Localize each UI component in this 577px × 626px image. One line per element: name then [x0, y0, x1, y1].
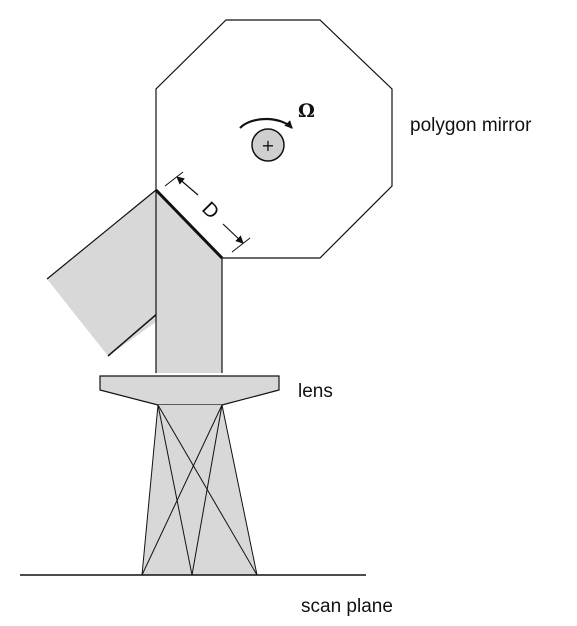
d-arrow-lower: [222, 223, 244, 244]
d-arrow-upper: [176, 176, 199, 196]
polygon-mirror-octagon: [155, 19, 393, 259]
hub-plus-symbol: +: [261, 136, 274, 155]
lens: [99, 375, 280, 406]
focused-beam-region: [142, 405, 257, 575]
d-label: D: [197, 198, 223, 224]
scan-plane-label: scan plane: [301, 596, 393, 617]
polygon-mirror-label: polygon mirror: [410, 115, 532, 136]
ray-3: [157, 404, 193, 576]
d-tick-left: [164, 171, 184, 187]
ray-2: [141, 404, 223, 576]
rotation-hub: [251, 128, 285, 162]
incoming-beam-edge-top: [46, 189, 157, 280]
ray-5: [157, 404, 258, 576]
reflected-beam: [156, 190, 222, 373]
omega-label: Ω: [298, 100, 315, 122]
incoming-beam: [47, 190, 156, 356]
d-tick-right: [231, 237, 251, 253]
rotation-arrow: [239, 117, 293, 129]
active-facet: [154, 188, 224, 260]
ray-6: [221, 404, 258, 576]
lens-label: lens: [298, 381, 333, 402]
ray-1: [141, 404, 159, 576]
